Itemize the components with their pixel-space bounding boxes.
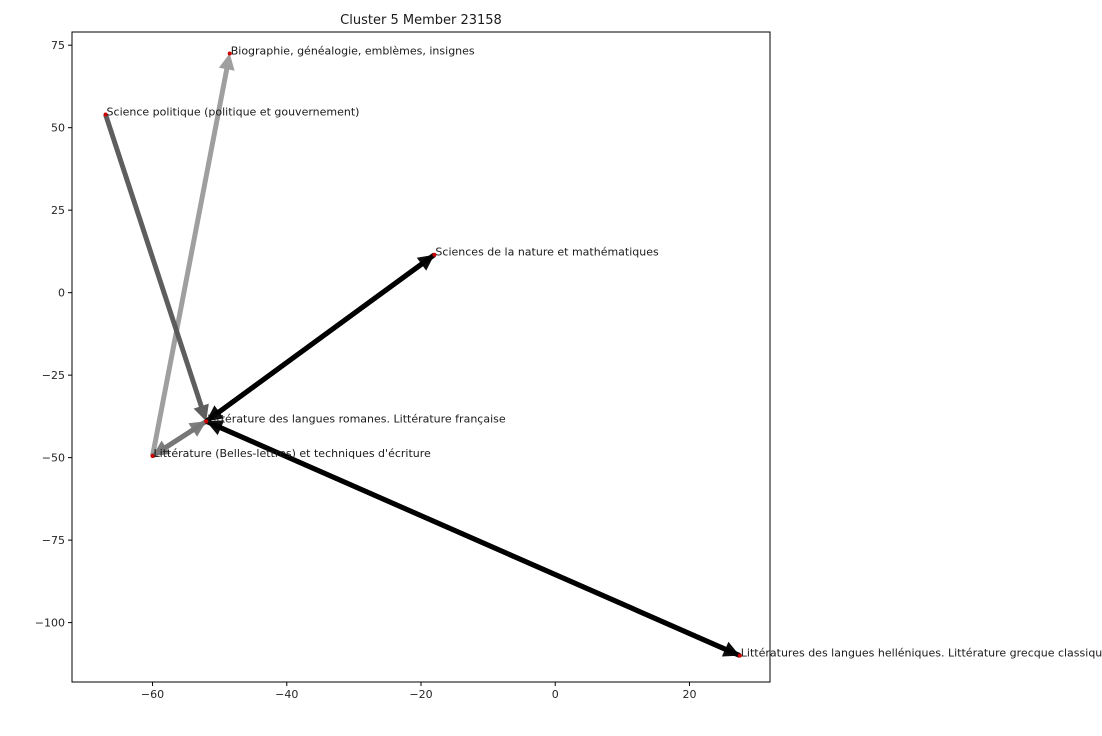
point-label: Science politique (politique et gouverne… [107,105,360,118]
arrow-mark [150,53,235,457]
point-layer [103,51,742,658]
data-point [737,653,742,658]
arrow-mark [206,420,741,658]
x-axis: −60 −40 −20 0 20 [141,682,696,701]
plot-area [71,31,771,683]
x-tick-label: 20 [682,688,696,701]
x-tick-label: −20 [409,688,432,701]
arrow-mark [152,419,208,456]
point-label: Littérature (Belles-lettres) et techniqu… [154,447,431,460]
y-tick-label: 50 [51,122,65,135]
chart-title: Cluster 5 Member 23158 [340,13,502,28]
point-label: Littérature des langues romanes. Littéra… [207,412,506,425]
arrow-mark [103,113,209,422]
point-label: Littératures des langues helléniques. Li… [741,647,1102,660]
data-point [432,252,437,257]
point-label: Sciences de la nature et mathématiques [435,246,659,259]
y-tick-label: 0 [58,287,65,300]
data-point [227,51,232,56]
y-tick-label: 75 [51,39,65,52]
arrow-mark [206,252,436,422]
y-tick-label: −50 [42,452,65,465]
arrow-layer [103,53,741,658]
data-point [204,419,209,424]
data-point [103,112,108,117]
y-tick-label: 25 [51,204,65,217]
y-axis: 75 50 25 0 −25 −50 −75 −100 [35,39,72,630]
label-layer: Biographie, généalogie, emblèmes, insign… [107,44,1102,659]
data-point [150,453,155,458]
y-tick-label: −75 [42,534,65,547]
x-tick-label: 0 [552,688,559,701]
y-tick-label: −25 [42,369,65,382]
x-tick-label: −40 [275,688,298,701]
point-label: Biographie, généalogie, emblèmes, insign… [231,44,475,57]
y-tick-label: −100 [35,617,65,630]
x-tick-label: −60 [141,688,164,701]
